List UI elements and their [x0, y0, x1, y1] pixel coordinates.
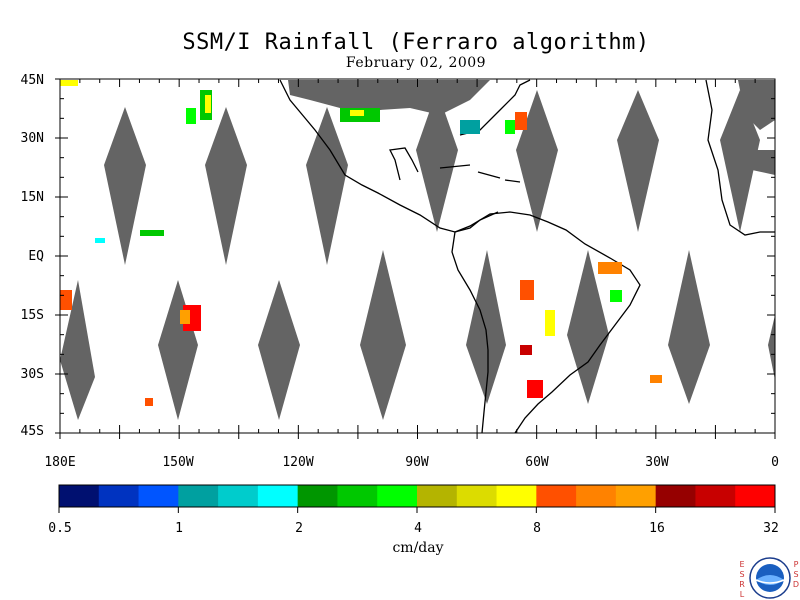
colorbar-swatch — [536, 485, 577, 507]
africa-coast — [705, 79, 775, 236]
swath-gap — [720, 90, 760, 232]
noaa-logo-icon — [749, 557, 791, 599]
colorbar-label: 16 — [649, 521, 665, 536]
lon-label: 30W — [645, 455, 669, 470]
colorbar-label: 8 — [533, 521, 541, 536]
lon-label: 150W — [162, 455, 194, 470]
rainfall-patches — [60, 80, 662, 406]
rain-patch — [60, 290, 72, 310]
rain-patch — [598, 262, 622, 274]
rain-patch — [505, 120, 515, 134]
rain-patch — [145, 398, 153, 406]
land-mask — [288, 80, 775, 175]
colorbar-swatch — [417, 485, 458, 507]
lat-label: EQ — [28, 249, 44, 264]
lon-label: 120W — [282, 455, 314, 470]
swath-gap — [104, 107, 146, 265]
colorbar-swatch — [496, 485, 537, 507]
lon-label: 60W — [525, 455, 549, 470]
rain-patch — [186, 108, 196, 124]
lat-label: 15N — [20, 190, 44, 205]
colorbar-swatch — [377, 485, 418, 507]
lat-label: 30N — [20, 131, 44, 146]
swath-gap — [360, 250, 406, 420]
rain-patch — [545, 310, 555, 336]
rain-patch — [205, 95, 211, 113]
rain-patch — [140, 230, 164, 236]
lat-label: 30S — [20, 367, 44, 382]
map-title: SSM/I Rainfall (Ferraro algorithm) — [182, 30, 650, 55]
axis-ticks — [55, 78, 776, 439]
colorbar-units: cm/day — [392, 540, 444, 556]
colorbar-swatch — [337, 485, 378, 507]
colorbar-swatch — [138, 485, 179, 507]
map-date: February 02, 2009 — [345, 55, 487, 71]
swath-gap — [258, 280, 300, 420]
rain-patch — [95, 238, 105, 243]
south-america-coast — [451, 211, 641, 434]
colorbar-swatch — [98, 485, 140, 507]
rain-patch — [180, 310, 190, 324]
swath-gap — [306, 107, 348, 265]
rain-patch — [515, 112, 527, 130]
colorbar-label: 4 — [414, 521, 422, 536]
swath-gap — [668, 250, 710, 404]
swath-gap — [60, 280, 95, 420]
colorbar-swatch — [257, 485, 299, 507]
colorbar-label: 1 — [175, 521, 183, 536]
colorbar-swatch — [218, 485, 259, 507]
colorbar-swatch — [297, 485, 338, 507]
lon-label: 90W — [405, 455, 429, 470]
swath-gap — [768, 315, 775, 380]
colorbar-label: 2 — [295, 521, 303, 536]
colorbar — [59, 485, 776, 507]
colorbar-swatch — [178, 485, 219, 507]
rain-patch — [60, 80, 78, 86]
colorbar-ticks — [58, 507, 776, 513]
colorbar-swatch — [456, 485, 498, 507]
rain-patch — [520, 345, 532, 355]
swath-gap — [617, 90, 659, 232]
swath-gap — [567, 250, 609, 404]
rain-patch — [350, 110, 364, 116]
lat-label: 45N — [20, 73, 44, 88]
rain-patch — [650, 375, 662, 383]
swath-gap — [205, 107, 247, 265]
caribbean-islands — [439, 164, 521, 183]
colorbar-swatch — [655, 485, 696, 507]
rain-patch — [520, 280, 534, 300]
rain-patch — [527, 380, 543, 398]
swath-gap — [416, 90, 458, 232]
colorbar-swatch — [695, 485, 736, 507]
colorbar-label: 0.5 — [48, 521, 72, 536]
rain-patch — [610, 290, 622, 302]
colorbar-swatch — [59, 485, 100, 507]
lon-label: 180E — [44, 455, 76, 470]
colorbar-swatch — [576, 485, 617, 507]
lon-label: 0 — [771, 455, 779, 470]
map-background — [60, 79, 775, 433]
rain-patch — [460, 120, 480, 134]
lat-label: 45S — [20, 424, 44, 439]
colorbar-label: 32 — [763, 521, 779, 536]
swath-gap — [466, 250, 506, 404]
lat-label: 15S — [20, 308, 44, 323]
colorbar-swatch — [615, 485, 657, 507]
colorbar-swatch — [735, 485, 776, 507]
